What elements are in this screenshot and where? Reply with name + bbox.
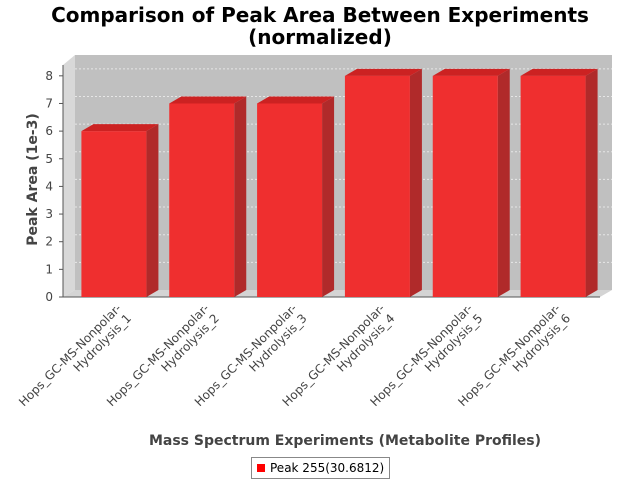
bar (344, 75, 410, 297)
y-tick-label: 7 (45, 96, 53, 110)
bar-side (234, 96, 247, 298)
x-tick-label: Hops_GC-MS-Nonpolar- (16, 301, 124, 409)
bar (169, 103, 235, 298)
bar-side (497, 68, 510, 297)
bar-top (81, 124, 159, 132)
y-tick-label: 6 (45, 124, 53, 138)
bar-top (432, 68, 510, 76)
y-tick-label: 4 (45, 179, 53, 193)
bar-side (322, 96, 335, 298)
y-tick-label: 3 (45, 207, 53, 221)
bar-top (169, 96, 247, 104)
y-tick-label: 5 (45, 152, 53, 166)
y-tick-label: 1 (45, 262, 53, 276)
y-tick-label: 2 (45, 235, 53, 249)
legend-label: Peak 255(30.6812) (270, 461, 385, 475)
legend-swatch (257, 464, 265, 472)
bar-side (409, 68, 422, 297)
x-axis-label: Mass Spectrum Experiments (Metabolite Pr… (149, 433, 541, 449)
plot-left-wall (63, 55, 75, 297)
legend: Peak 255(30.6812) (251, 457, 391, 479)
y-axis-label: Peak Area (1e-3) (25, 113, 41, 246)
bar-side (585, 68, 598, 297)
y-tick-label: 8 (45, 69, 53, 83)
chart-title: Comparison of Peak Area Between Experime… (51, 3, 589, 27)
bar (81, 131, 147, 297)
bar-top (344, 68, 422, 76)
bar (432, 75, 498, 297)
y-tick-label: 0 (45, 290, 53, 304)
bar-side (146, 124, 159, 297)
bar (257, 103, 323, 298)
bar-top (520, 68, 598, 76)
chart-subtitle: (normalized) (248, 25, 392, 49)
bar-top (257, 96, 335, 104)
bar (520, 75, 586, 297)
